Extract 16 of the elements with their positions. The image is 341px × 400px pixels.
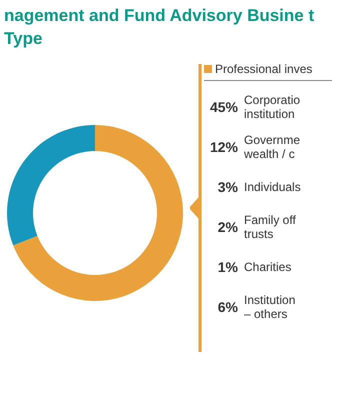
text: Charities <box>244 260 292 274</box>
text: Individuals <box>244 180 301 194</box>
text: 6% <box>216 299 238 315</box>
text: 2% <box>216 219 238 235</box>
text: Institution – others <box>244 293 296 321</box>
text: 45% <box>208 99 238 115</box>
text: 12% <box>208 139 238 155</box>
donut-slice <box>13 125 183 301</box>
text: Corporatio institution <box>244 93 300 121</box>
text: 1% <box>216 259 238 275</box>
text: Family off trusts <box>244 213 296 241</box>
legend-label: Professional inves <box>215 62 312 76</box>
donut-slice <box>7 125 95 246</box>
chart-title: nagement and Fund Advisory Busine t Type <box>3 5 316 50</box>
text: 3% <box>216 179 238 195</box>
text: Governme wealth / c <box>244 133 300 161</box>
